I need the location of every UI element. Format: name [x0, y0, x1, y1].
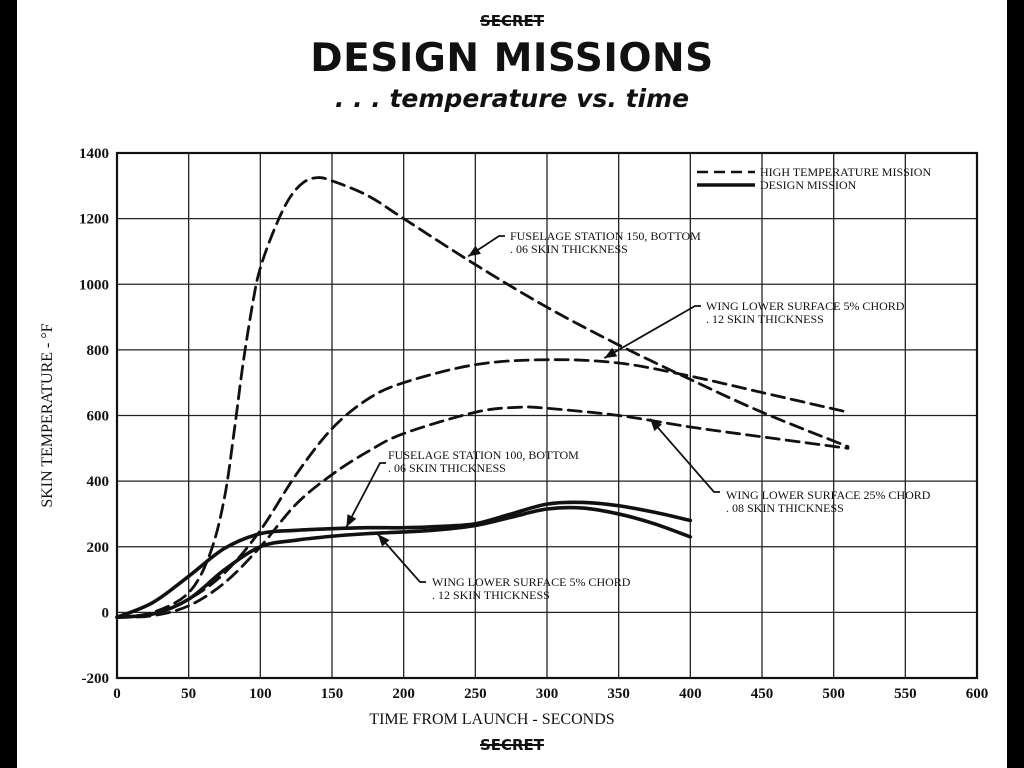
- x-tick-label: 100: [249, 686, 272, 702]
- series-line-design-mission: [115, 500, 693, 620]
- y-tick-label: 1400: [79, 146, 109, 162]
- annotation-text: . 12 SKIN THICKNESS: [706, 312, 824, 326]
- series-line-high-temperature: [115, 358, 850, 619]
- annotation-leader: [377, 533, 426, 583]
- y-tick-label: 1200: [79, 212, 109, 228]
- y-tick-label: 1000: [79, 277, 109, 293]
- chart-title: DESIGN MISSIONS: [310, 36, 714, 81]
- annotation-text: WING LOWER SURFACE 5% CHORD: [706, 299, 905, 313]
- annotation-arrowhead: [604, 347, 618, 359]
- x-tick-label: 300: [536, 686, 559, 702]
- annotation-arrowhead: [468, 245, 481, 257]
- classification-marking-top: SECRET: [479, 12, 545, 30]
- series-line-design-mission: [115, 505, 693, 620]
- annotation-text: FUSELAGE STATION 150, BOTTOM: [510, 229, 701, 243]
- legend-label: HIGH TEMPERATURE MISSION: [760, 165, 931, 179]
- classification-marking-bottom: SECRET: [479, 736, 545, 754]
- x-tick-label: 350: [607, 686, 630, 702]
- x-tick-label: 150: [321, 686, 344, 702]
- annotation-text: . 12 SKIN THICKNESS: [432, 588, 550, 602]
- chart-subtitle: . . . temperature vs. time: [334, 84, 690, 113]
- x-tick-label: 250: [464, 686, 487, 702]
- annotation-arrowhead: [650, 418, 662, 432]
- annotation-text: WING LOWER SURFACE 5% CHORD: [432, 575, 631, 589]
- annotation-text: . 08 SKIN THICKNESS: [726, 501, 844, 515]
- annotation-text: WING LOWER SURFACE 25% CHORD: [726, 488, 931, 502]
- x-tick-label: 400: [679, 686, 702, 702]
- y-tick-label: 200: [87, 540, 110, 556]
- annotation-arrowhead: [377, 534, 390, 547]
- y-tick-label: 800: [87, 343, 110, 359]
- x-tick-label: 50: [181, 686, 196, 702]
- y-tick-label: 400: [87, 474, 110, 490]
- y-tick-label: 600: [87, 409, 110, 425]
- annotation-leader: [467, 235, 505, 258]
- annotation-arrowhead: [346, 514, 357, 528]
- y-tick-label: -200: [82, 671, 110, 687]
- x-tick-label: 450: [751, 686, 774, 702]
- annotation-text: FUSELAGE STATION 100, BOTTOM: [388, 448, 579, 462]
- x-tick-label: 600: [966, 686, 989, 702]
- series-line-high-temperature: [115, 176, 850, 619]
- annotation-leader: [345, 462, 386, 528]
- chart-page: SECRET DESIGN MISSIONS . . . temperature…: [17, 0, 1007, 768]
- y-tick-label: 0: [102, 605, 110, 621]
- x-tick-label: 500: [822, 686, 845, 702]
- x-tick-label: 200: [392, 686, 415, 702]
- annotation-leader: [649, 418, 720, 493]
- y-axis-label: SKIN TEMPERATURE - °F: [39, 323, 56, 507]
- x-tick-label: 550: [894, 686, 917, 702]
- x-axis-label: TIME FROM LAUNCH - SECONDS: [369, 711, 614, 728]
- legend-label: DESIGN MISSION: [760, 178, 857, 192]
- annotation-text: . 06 SKIN THICKNESS: [388, 461, 506, 475]
- annotation-leader: [603, 305, 701, 359]
- plot-frame: [115, 151, 979, 680]
- series-line-high-temperature: [115, 405, 850, 619]
- x-tick-label: 0: [113, 686, 121, 702]
- annotation-text: . 06 SKIN THICKNESS: [510, 242, 628, 256]
